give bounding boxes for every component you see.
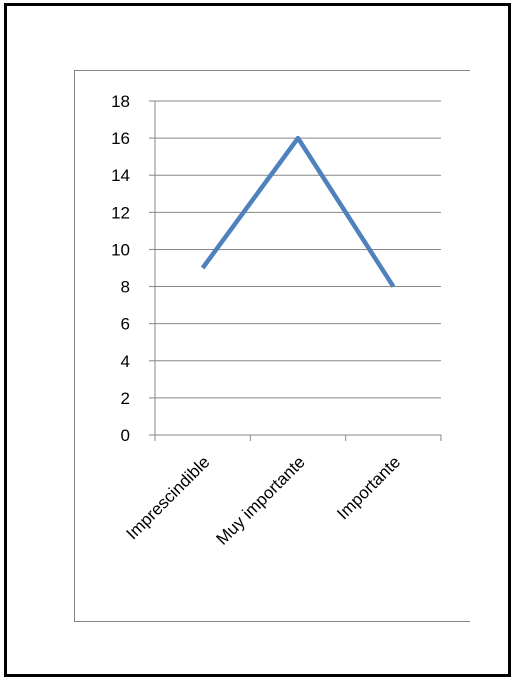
y-tick-label-18: 18 bbox=[111, 92, 130, 111]
y-tick-label-4: 4 bbox=[121, 352, 130, 371]
y-tick-label-12: 12 bbox=[111, 203, 130, 222]
y-tick-label-8: 8 bbox=[121, 278, 130, 297]
x-tick-label-1: Muy importante bbox=[213, 452, 309, 548]
outer-frame bbox=[4, 3, 511, 677]
x-tick-label-0: Imprescindible bbox=[123, 452, 214, 543]
series-group bbox=[200, 135, 396, 288]
x-tick-labels: Imprescindible Muy importante Importante bbox=[123, 452, 405, 548]
y-tick-label-14: 14 bbox=[111, 166, 130, 185]
y-tick-labels: 0 2 4 6 8 10 12 14 16 18 bbox=[111, 92, 130, 445]
chart-area bbox=[74, 70, 470, 622]
axes bbox=[149, 100, 442, 441]
y-tick-label-6: 6 bbox=[121, 315, 130, 334]
y-tick-label-10: 10 bbox=[111, 240, 130, 259]
y-tick-label-0: 0 bbox=[121, 426, 130, 445]
gridlines bbox=[155, 100, 441, 399]
y-tick-label-16: 16 bbox=[111, 129, 130, 148]
y-tick-label-2: 2 bbox=[121, 389, 130, 408]
x-tick-label-2: Importante bbox=[333, 452, 404, 523]
